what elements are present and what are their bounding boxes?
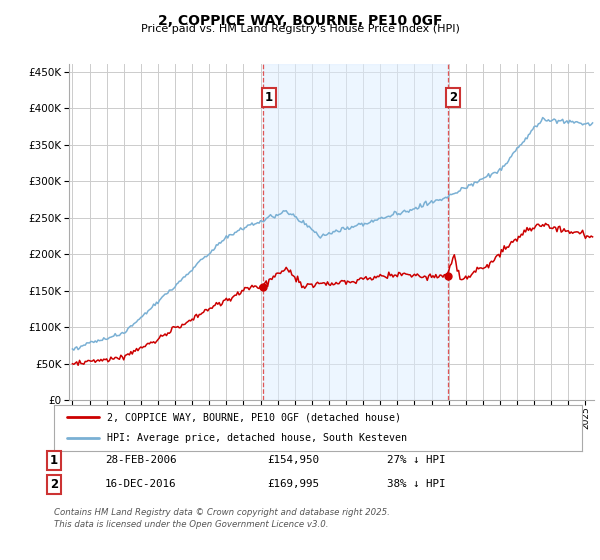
Text: 2: 2: [449, 91, 457, 104]
Text: Price paid vs. HM Land Registry's House Price Index (HPI): Price paid vs. HM Land Registry's House …: [140, 24, 460, 34]
Text: £169,995: £169,995: [267, 479, 319, 489]
Text: 1: 1: [265, 91, 272, 104]
Text: HPI: Average price, detached house, South Kesteven: HPI: Average price, detached house, Sout…: [107, 433, 407, 444]
Text: £154,950: £154,950: [267, 455, 319, 465]
Text: 28-FEB-2006: 28-FEB-2006: [105, 455, 176, 465]
Text: 16-DEC-2016: 16-DEC-2016: [105, 479, 176, 489]
Text: 2: 2: [50, 478, 58, 491]
Text: 27% ↓ HPI: 27% ↓ HPI: [387, 455, 445, 465]
Text: 2, COPPICE WAY, BOURNE, PE10 0GF: 2, COPPICE WAY, BOURNE, PE10 0GF: [158, 14, 442, 28]
Text: 38% ↓ HPI: 38% ↓ HPI: [387, 479, 445, 489]
Bar: [263, 64, 448, 400]
Text: Contains HM Land Registry data © Crown copyright and database right 2025.
This d: Contains HM Land Registry data © Crown c…: [54, 508, 390, 529]
Text: 2, COPPICE WAY, BOURNE, PE10 0GF (detached house): 2, COPPICE WAY, BOURNE, PE10 0GF (detach…: [107, 412, 401, 422]
Text: 1: 1: [50, 454, 58, 467]
